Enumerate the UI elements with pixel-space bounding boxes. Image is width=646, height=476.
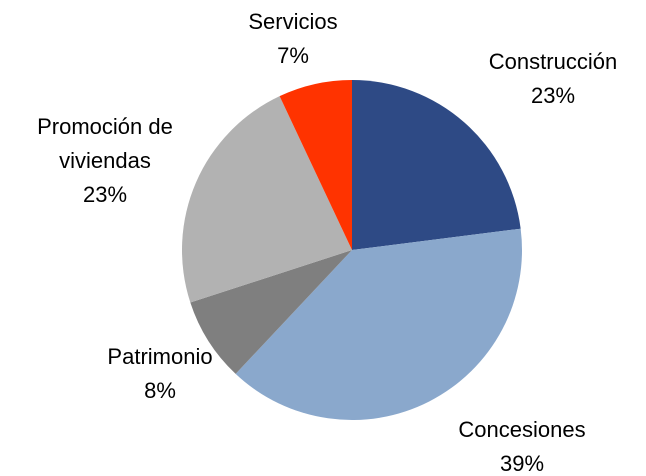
category-name: Concesiones: [458, 417, 586, 442]
value-label: 23%: [82, 182, 128, 207]
slice-label: Construcción 23%: [453, 45, 646, 113]
category-name: Servicios: [248, 9, 338, 34]
pie-slice: [182, 96, 352, 303]
pie-slice: [190, 250, 352, 374]
pie-slice: [352, 80, 521, 250]
pie-slice: [279, 80, 352, 250]
slice-label: Promoción de viviendas 23%: [15, 110, 195, 212]
category-name: Patrimonio: [107, 344, 213, 369]
value-label: 8%: [144, 378, 176, 403]
slice-label: Servicios 7%: [213, 5, 373, 73]
value-label: 39%: [499, 451, 545, 476]
category-name: Promoción de viviendas: [37, 114, 173, 173]
slice-label: Concesiones 39%: [422, 413, 622, 476]
slice-label: Patrimonio 8%: [80, 340, 240, 408]
pie-slice: [235, 228, 522, 420]
value-label: 23%: [530, 83, 576, 108]
value-label: 7%: [277, 43, 309, 68]
category-name: Construcción: [488, 49, 618, 74]
